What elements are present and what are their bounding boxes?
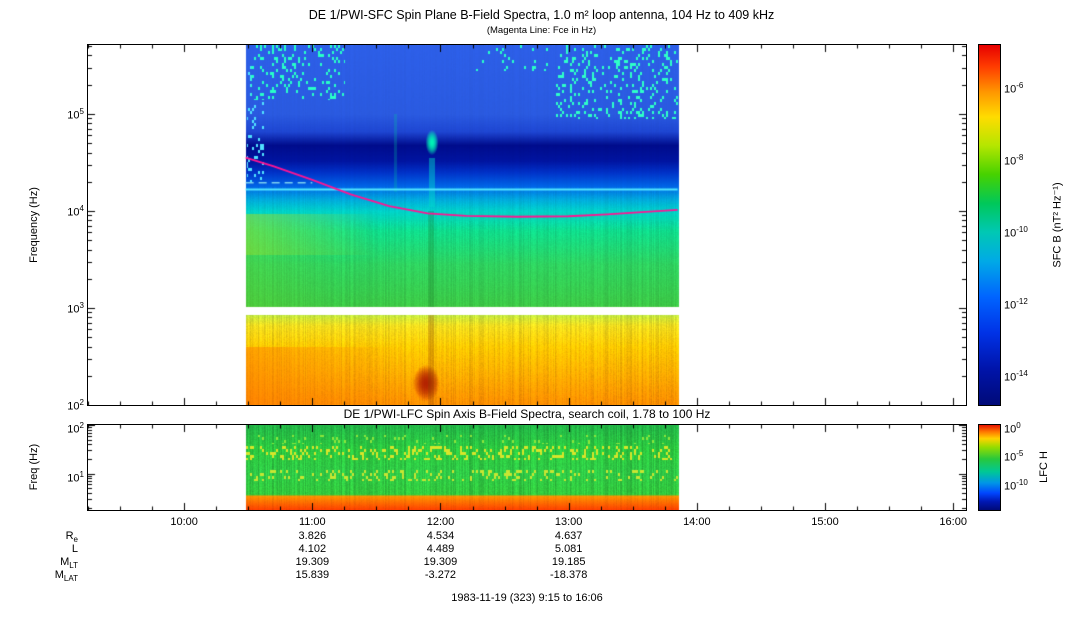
lfc-spectrogram-canvas xyxy=(88,425,966,510)
ephemeris-value: 5.081 xyxy=(554,543,583,555)
sfc-colorbar-tick-label: 10-10 xyxy=(1004,225,1028,240)
x-tick-label: 12:00 xyxy=(426,516,455,528)
ephemeris-row-label: MLAT xyxy=(54,569,78,584)
sfc-y-tick-label: 105 xyxy=(67,106,84,122)
ephemeris-value: 4.637 xyxy=(554,530,583,542)
x-tick-label: 13:00 xyxy=(554,516,583,528)
x-tick-label: 14:00 xyxy=(683,516,711,528)
ephemeris-value: 4.102 xyxy=(298,543,327,555)
sfc-colorbar-tick-label: 10-8 xyxy=(1004,153,1024,168)
x-tick-label: 11:00 xyxy=(298,516,326,528)
sfc-colorbar xyxy=(978,44,1001,406)
x-tick-label: 15:00 xyxy=(811,516,839,528)
ephemeris-value: 4.534 xyxy=(426,530,455,542)
ephemeris-value: 19.309 xyxy=(423,556,458,568)
lfc-y-tick-label: 101 xyxy=(67,469,84,485)
sfc-colorbar-tick-label: 10-14 xyxy=(1004,369,1028,384)
ephemeris-value: 15.839 xyxy=(295,569,330,581)
sfc-y-axis-label: Frequency (Hz) xyxy=(28,187,40,263)
ephemeris-row-label: Re xyxy=(65,530,78,545)
ephemeris-value: 19.185 xyxy=(551,556,586,568)
sfc-spectrogram-canvas xyxy=(88,45,966,405)
sfc-colorbar-label: SFC B (nT² Hz⁻¹) xyxy=(1051,182,1064,268)
lfc-title: DE 1/PWI-LFC Spin Axis B-Field Spectra, … xyxy=(343,407,711,421)
sfc-colorbar-tick-label: 10-12 xyxy=(1004,297,1028,312)
sfc-y-tick-label: 103 xyxy=(67,300,84,316)
x-tick-label: 16:00 xyxy=(939,516,967,528)
ephemeris-value: 3.826 xyxy=(298,530,327,542)
lfc-colorbar xyxy=(978,424,1001,511)
sfc-title: DE 1/PWI-SFC Spin Plane B-Field Spectra,… xyxy=(308,8,775,22)
ephemeris-value: 19.309 xyxy=(295,556,330,568)
ephemeris-value: -18.378 xyxy=(550,569,588,581)
ephemeris-value: 4.489 xyxy=(426,543,455,555)
ephemeris-row-label: MLT xyxy=(60,556,78,571)
lfc-y-tick-label: 102 xyxy=(67,421,84,436)
footer-timestamp: 1983-11-19 (323) 9:15 to 16:06 xyxy=(451,592,603,604)
sfc-spectrogram-panel xyxy=(87,44,967,406)
lfc-y-axis-label: Freq (Hz) xyxy=(28,443,40,491)
ephemeris-value: -3.272 xyxy=(424,569,457,581)
lfc-colorbar-tick-label: 10-5 xyxy=(1004,448,1024,464)
sfc-y-tick-label: 104 xyxy=(67,203,84,219)
ephemeris-row-label: L xyxy=(71,543,78,555)
lfc-colorbar-tick-label: 10-10 xyxy=(1004,477,1028,493)
sfc-y-tick-label: 102 xyxy=(67,398,84,413)
x-tick-label: 10:00 xyxy=(170,516,198,528)
lfc-spectrogram-panel xyxy=(87,424,967,511)
lfc-colorbar-tick-label: 100 xyxy=(1004,421,1021,437)
sfc-colorbar-tick-label: 10-6 xyxy=(1004,81,1024,96)
sfc-subtitle: (Magenta Line: Fce in Hz) xyxy=(486,25,597,36)
